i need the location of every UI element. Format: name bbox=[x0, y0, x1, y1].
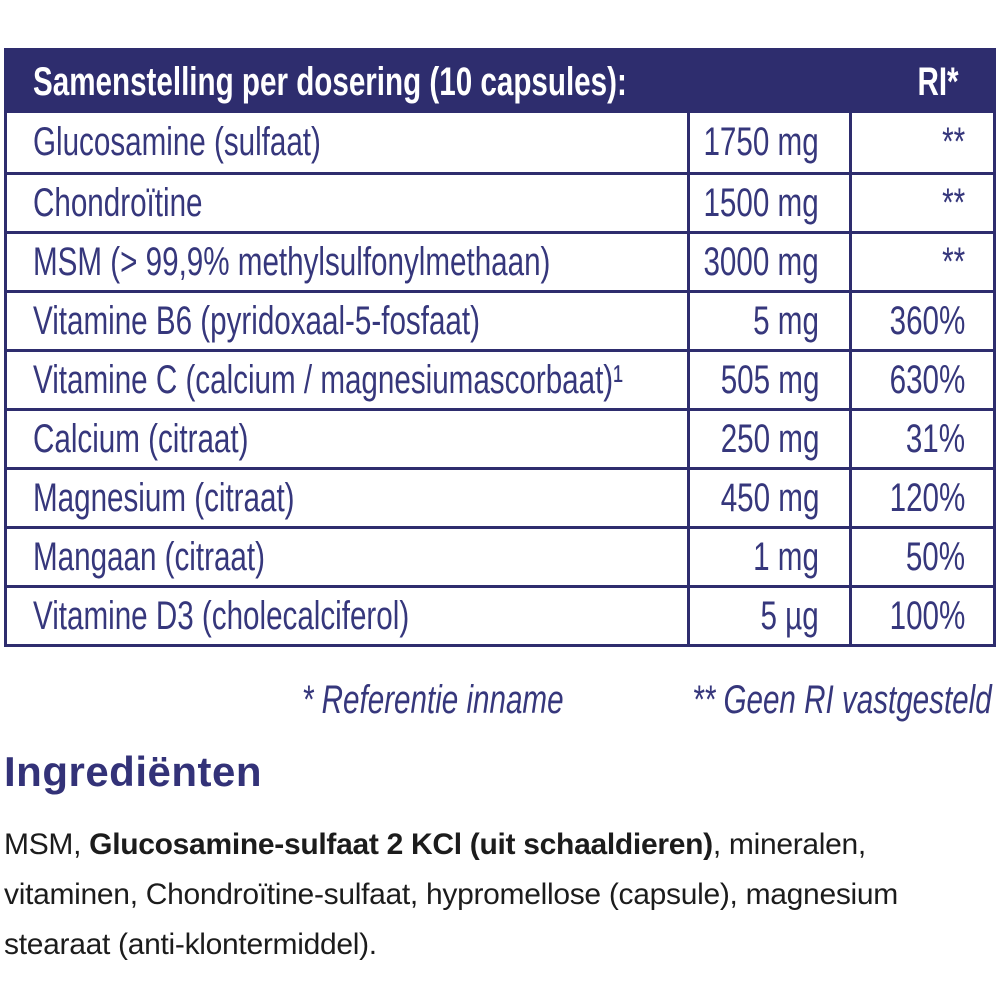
ingredient-name-cell: Mangaan (citraat) bbox=[7, 529, 687, 585]
ingredient-amount-cell: 450 mg bbox=[687, 470, 849, 526]
ingredient-ri-value-cell: ** bbox=[849, 175, 993, 231]
ingredient-ri-value: ** bbox=[941, 180, 965, 225]
ingredient-ri-value: ** bbox=[941, 239, 965, 284]
ingredient-ri-value-cell: 50% bbox=[849, 529, 993, 585]
ingredient-segment: , mineralen, bbox=[712, 828, 866, 861]
ingredient-ri-value-cell: 120% bbox=[849, 470, 993, 526]
ingredients-heading: Ingrediënten bbox=[4, 748, 263, 795]
ingredient-name: MSM (> 99,9% methylsulfonylmethaan) bbox=[33, 239, 551, 284]
ingredient-amount-cell: 5 µg bbox=[687, 588, 849, 644]
table-title: Samenstelling per dosering (10 capsules)… bbox=[33, 59, 627, 104]
table-header: Samenstelling per dosering (10 capsules)… bbox=[7, 51, 993, 113]
ingredient-name-cell: MSM (> 99,9% methylsulfonylmethaan) bbox=[7, 234, 687, 290]
table-row: Vitamine C (calcium / magnesiumascorbaat… bbox=[7, 349, 993, 408]
ingredient-amount-cell: 3000 mg bbox=[687, 234, 849, 290]
ingredient-name: Calcium (citraat) bbox=[33, 416, 249, 461]
ingredient-amount: 3000 mg bbox=[703, 239, 819, 284]
ingredient-name-cell: Vitamine B6 (pyridoxaal-5-fosfaat) bbox=[7, 293, 687, 349]
ingredient-name: Mangaan (citraat) bbox=[33, 534, 265, 579]
ingredient-ri-value: 120% bbox=[889, 475, 965, 520]
ingredients-text: MSM, Glucosamine-sulfaat 2 KCl (uit scha… bbox=[4, 820, 998, 970]
ingredient-amount: 250 mg bbox=[720, 416, 819, 461]
ingredient-ri-value: 50% bbox=[905, 534, 965, 579]
ingredient-name-cell: Glucosamine (sulfaat) bbox=[7, 113, 687, 172]
table-row: MSM (> 99,9% methylsulfonylmethaan) 3000 … bbox=[7, 231, 993, 290]
ingredient-ri-value: 360% bbox=[889, 298, 965, 343]
ingredient-amount-cell: 1500 mg bbox=[687, 175, 849, 231]
ingredient-name-cell: Chondroïtine bbox=[7, 175, 687, 231]
footnote: * Referentie inname ** Geen RI vastgeste… bbox=[4, 678, 996, 722]
ingredient-amount-cell: 250 mg bbox=[687, 411, 849, 467]
table-row: Mangaan (citraat) 1 mg 50% bbox=[7, 526, 993, 585]
footnote-no-ri: ** Geen RI vastgesteld bbox=[692, 677, 992, 722]
ingredient-name: Vitamine B6 (pyridoxaal-5-fosfaat) bbox=[33, 298, 480, 343]
ingredient-amount: 1 mg bbox=[753, 534, 819, 579]
table-row: Glucosamine (sulfaat) 1750 mg ** bbox=[7, 113, 993, 172]
ingredients-line: stearaat (anti-klontermiddel). bbox=[4, 920, 998, 970]
ingredient-name: Chondroïtine bbox=[33, 180, 203, 225]
ingredient-name: Vitamine C (calcium / magnesiumascorbaat… bbox=[33, 357, 624, 402]
ingredient-amount-cell: 505 mg bbox=[687, 352, 849, 408]
ingredient-amount: 505 mg bbox=[720, 357, 819, 402]
supplement-table: Samenstelling per dosering (10 capsules)… bbox=[4, 48, 996, 647]
ingredient-name: Glucosamine (sulfaat) bbox=[33, 120, 321, 164]
ingredients-line: vitaminen, Chondroïtine-sulfaat, hyprome… bbox=[4, 870, 998, 920]
ingredient-amount: 5 mg bbox=[753, 298, 819, 343]
ingredient-amount-cell: 5 mg bbox=[687, 293, 849, 349]
ingredients-line: MSM, Glucosamine-sulfaat 2 KCl (uit scha… bbox=[4, 820, 998, 870]
ingredient-name: Magnesium (citraat) bbox=[33, 475, 295, 520]
ingredient-ri-value: 31% bbox=[905, 416, 965, 461]
ingredient-amount: 1500 mg bbox=[703, 180, 819, 225]
ingredient-segment: MSM, bbox=[4, 828, 90, 861]
ingredient-segment: stearaat (anti-klontermiddel). bbox=[4, 928, 377, 961]
footnote-reference-intake: * Referentie inname bbox=[301, 677, 564, 722]
ri-column-header: RI* bbox=[917, 59, 959, 104]
table-row: Calcium (citraat) 250 mg 31% bbox=[7, 408, 993, 467]
table-row: Magnesium (citraat) 450 mg 120% bbox=[7, 467, 993, 526]
ingredient-name: Vitamine D3 (cholecalciferol) bbox=[33, 593, 410, 638]
ingredient-ri-value: 630% bbox=[889, 357, 965, 402]
ingredient-ri-value: ** bbox=[941, 120, 965, 164]
ingredient-name-cell: Magnesium (citraat) bbox=[7, 470, 687, 526]
table-row: Vitamine D3 (cholecalciferol) 5 µg 100% bbox=[7, 585, 993, 644]
table-body: Glucosamine (sulfaat) 1750 mg ** Chondroïti… bbox=[7, 113, 993, 644]
ingredient-ri-value-cell: 100% bbox=[849, 588, 993, 644]
ingredient-name-cell: Calcium (citraat) bbox=[7, 411, 687, 467]
ingredient-ri-value-cell: 630% bbox=[849, 352, 993, 408]
ingredient-amount-cell: 1750 mg bbox=[687, 113, 849, 172]
ingredient-segment-bold: Glucosamine-sulfaat 2 KCl (uit schaaldie… bbox=[89, 828, 713, 861]
ingredient-name-cell: Vitamine C (calcium / magnesiumascorbaat… bbox=[7, 352, 687, 408]
ingredient-amount: 5 µg bbox=[760, 593, 819, 638]
table-row: Chondroïtine 1500 mg ** bbox=[7, 172, 993, 231]
ingredient-name-cell: Vitamine D3 (cholecalciferol) bbox=[7, 588, 687, 644]
ingredient-ri-value: 100% bbox=[889, 593, 965, 638]
ingredient-amount: 1750 mg bbox=[703, 120, 819, 164]
ingredient-amount: 450 mg bbox=[720, 475, 819, 520]
ingredient-amount-cell: 1 mg bbox=[687, 529, 849, 585]
table-row: Vitamine B6 (pyridoxaal-5-fosfaat) 5 mg 36… bbox=[7, 290, 993, 349]
ingredient-segment: vitaminen, Chondroïtine-sulfaat, hyprome… bbox=[4, 878, 898, 911]
ingredient-ri-value-cell: ** bbox=[849, 234, 993, 290]
ingredient-ri-value-cell: 31% bbox=[849, 411, 993, 467]
ingredient-ri-value-cell: 360% bbox=[849, 293, 993, 349]
ingredient-ri-value-cell: ** bbox=[849, 113, 993, 172]
